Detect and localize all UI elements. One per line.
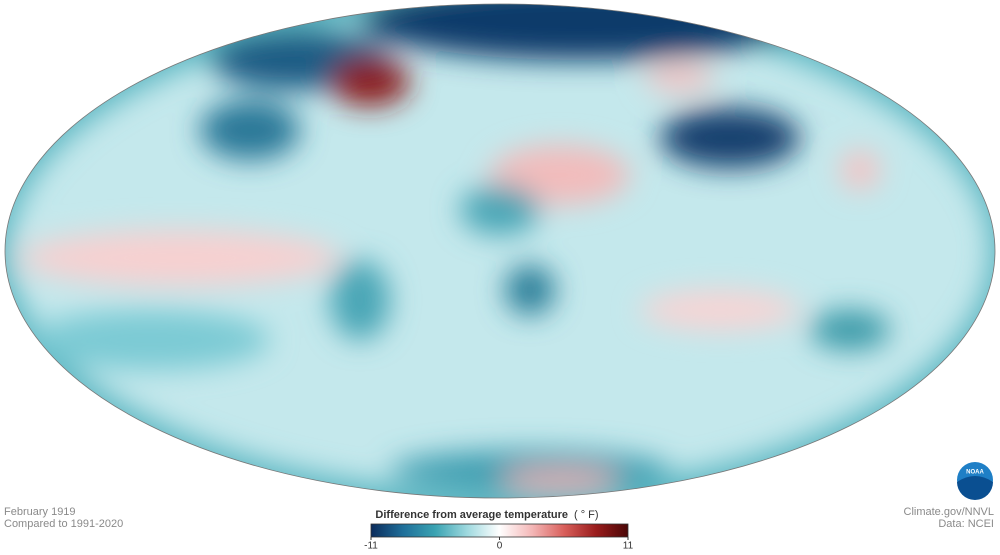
colorbar-tick-label: 0 [497, 541, 503, 552]
source: Data: NCEI [938, 518, 994, 530]
credit: Climate.gov/NNVL [904, 506, 994, 518]
map [4, 3, 996, 499]
legend-unit: ( ° F) [574, 509, 599, 521]
colorbar-tick-label: 11 [623, 541, 634, 552]
baseline: Compared to 1991-2020 [4, 518, 123, 530]
colorbar [370, 523, 629, 538]
legend-title-line: Difference from average temperature ( ° F… [375, 509, 598, 521]
legend-title: Difference from average temperature [375, 509, 568, 521]
date: February 1919 [4, 506, 76, 518]
colorbar-tick-label: -11 [364, 541, 378, 552]
logo-text: NOAA [966, 470, 984, 476]
noaa-logo: NOAA [957, 462, 993, 500]
